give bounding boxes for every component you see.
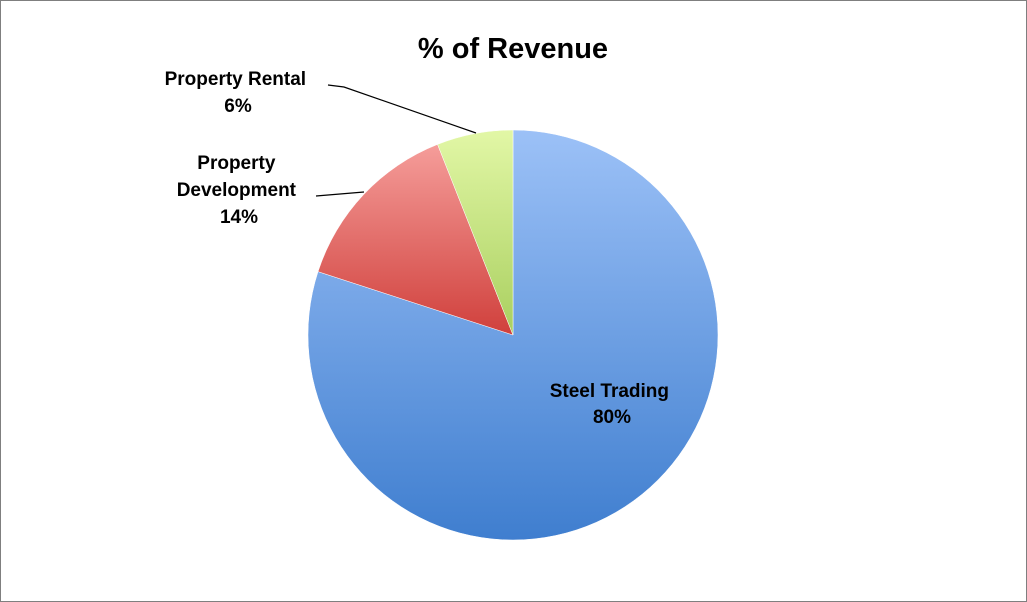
slice-label-property-development: Property Development 14% <box>177 153 302 228</box>
slice-value-property-development: 14% <box>220 207 258 228</box>
chart-title: % of Revenue <box>418 33 608 65</box>
pie-slice-property-rental <box>437 129 514 336</box>
leader-line-property-development <box>315 191 365 197</box>
slice-label-steel-trading: Steel Trading 80% <box>550 381 675 428</box>
slice-category-property-rental: Property Rental <box>165 69 306 90</box>
slice-category-property-development-line2: Development <box>177 180 297 201</box>
leader-line-property-rental <box>327 84 477 134</box>
slice-value-steel-trading: 80% <box>593 407 631 428</box>
slice-value-property-rental: 6% <box>224 96 252 117</box>
pie-slices <box>307 129 719 541</box>
slice-category-property-development-line1: Property <box>197 153 276 174</box>
pie-slice-property-development <box>317 144 514 336</box>
slice-label-property-rental: Property Rental 6% <box>165 69 312 117</box>
slice-category-steel-trading: Steel Trading <box>550 381 669 402</box>
